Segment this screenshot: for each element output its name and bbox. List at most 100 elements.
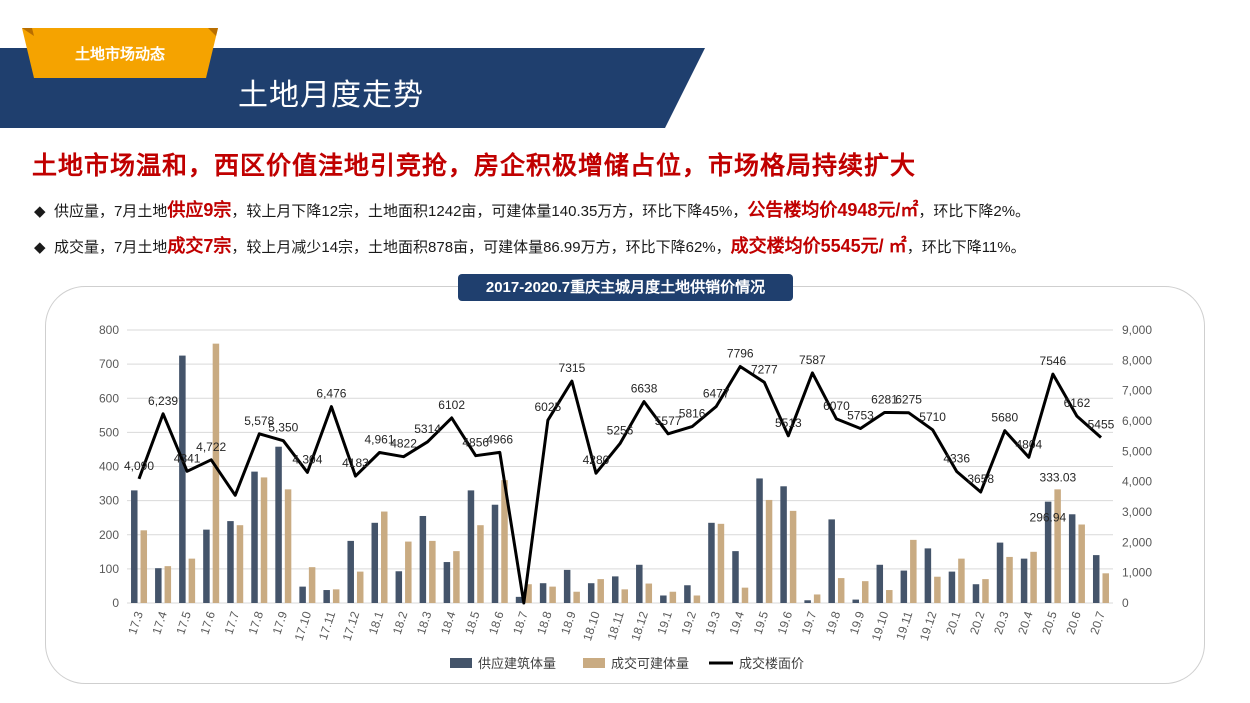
price-data-label: 5816 [679,407,706,421]
legend-swatch [450,658,472,668]
deal-bar [308,567,316,603]
supply-bar [708,522,715,603]
right-axis-tick-label: 5,000 [1122,444,1152,458]
deal-bar [477,525,484,603]
right-axis-tick-label: 9,000 [1122,323,1152,337]
supply-bar [539,583,547,603]
deal-bar [405,541,412,603]
left-axis-tick-label: 300 [99,494,119,508]
x-axis-tick-label: 20.7 [1087,609,1108,636]
deal-bar [813,594,821,603]
price-data-label: 6025 [535,400,562,414]
price-data-label: 7277 [751,362,778,376]
x-axis-tick-label: 18.5 [462,609,483,636]
price-data-label: 6275 [895,393,922,407]
bullet-highlight: 公告楼均价4948元/㎡ [747,200,919,220]
price-data-label: 5455 [1088,418,1115,432]
supply-bar [612,576,619,603]
price-data-label: 6,476 [316,387,346,401]
right-axis-tick-label: 8,000 [1122,353,1152,367]
x-axis-tick-label: 20.5 [1039,609,1060,636]
x-axis-tick-label: 20.2 [967,609,988,636]
price-data-label: 4280 [583,453,610,467]
supply-bar [587,583,595,603]
section-tag-shape [22,28,218,78]
x-axis-tick-label: 17.8 [246,609,267,636]
x-axis-tick-label: 17.12 [340,609,363,642]
price-data-label: 6102 [438,398,465,412]
deal-bar [1102,573,1109,603]
bullet-deal: ◆ 成交量，7月土地成交7宗，较上月减少14宗，土地面积878亩，可建体量86.9… [34,232,1026,258]
supply-bar [756,478,763,603]
supply-bar [732,551,739,603]
x-axis-tick-label: 19.10 [869,609,892,642]
deal-bar [982,579,989,603]
supply-bar [563,569,571,603]
deal-bar [861,581,869,603]
x-axis-tick-label: 19.3 [703,609,724,636]
deal-bar [669,591,677,603]
legend-label: 供应建筑体量 [478,656,556,671]
deal-bar [1030,551,1037,603]
deal-bar [164,566,172,603]
bullet-text: 供应量，7月土地 [54,203,168,220]
x-axis-tick-label: 18.9 [558,609,579,636]
x-axis-tick-label: 17.9 [270,609,291,636]
supply-bar [1092,555,1100,603]
supply-bar [1044,501,1052,603]
supply-bar [443,562,451,603]
x-axis-tick-label: 18.11 [605,609,627,641]
bar-data-label: 296.94 [1030,511,1067,525]
deal-bar [910,539,917,603]
deal-bar [1006,556,1013,603]
supply-bar [948,571,956,603]
x-axis-tick-label: 19.12 [917,609,940,642]
price-data-label: 5710 [919,410,946,424]
supply-bar [515,596,523,603]
deal-bar [717,523,725,603]
x-axis-tick-label: 18.10 [580,609,603,642]
supply-bar [876,564,884,603]
deal-bar [958,558,965,603]
deal-bar [597,579,604,603]
bullet-text: ，环比下降2%。 [918,203,1031,220]
supply-bar [467,490,475,603]
x-axis-tick-label: 18.6 [486,609,507,636]
deal-bar [284,489,292,603]
x-axis-tick-label: 20.1 [943,609,964,636]
left-axis-tick-label: 600 [99,391,119,405]
deal-bar [453,551,460,603]
price-data-label: 7587 [799,353,826,367]
x-axis-tick-label: 18.4 [438,609,459,636]
supply-bar [828,519,835,603]
supply-bar [852,599,859,603]
right-axis-tick-label: 0 [1122,596,1129,610]
price-data-label: 6281 [871,392,898,406]
supply-bar [155,568,162,603]
price-data-label: 5256 [607,424,634,438]
supply-bar [660,595,667,603]
x-axis-tick-label: 20.3 [991,609,1012,636]
headline: 土地市场温和，西区价值洼地引竞抢，房企积极增储占位，市场格局持续扩大 [32,152,917,180]
deal-bar [934,576,941,603]
x-axis-tick-label: 18.7 [510,609,531,636]
supply-bar [347,540,354,603]
right-axis-tick-label: 1,000 [1122,566,1152,580]
left-axis-tick-label: 200 [99,528,119,542]
deal-bar [693,595,701,603]
deal-bar [260,477,268,603]
x-axis-tick-label: 20.6 [1063,609,1084,636]
right-axis-tick-label: 7,000 [1122,384,1152,398]
deal-bar [645,583,653,603]
x-axis-tick-label: 18.2 [390,609,411,636]
x-axis-tick-label: 19.6 [775,609,796,636]
x-axis-tick-label: 18.1 [366,609,387,636]
right-axis-tick-label: 4,000 [1122,475,1152,489]
supply-bar [972,584,980,603]
supply-bar [780,486,787,603]
supply-bar [804,600,811,603]
x-axis-tick-label: 17.5 [173,609,194,636]
right-axis-tick-label: 2,000 [1122,535,1152,549]
diamond-bullet-icon: ◆ [34,203,46,220]
